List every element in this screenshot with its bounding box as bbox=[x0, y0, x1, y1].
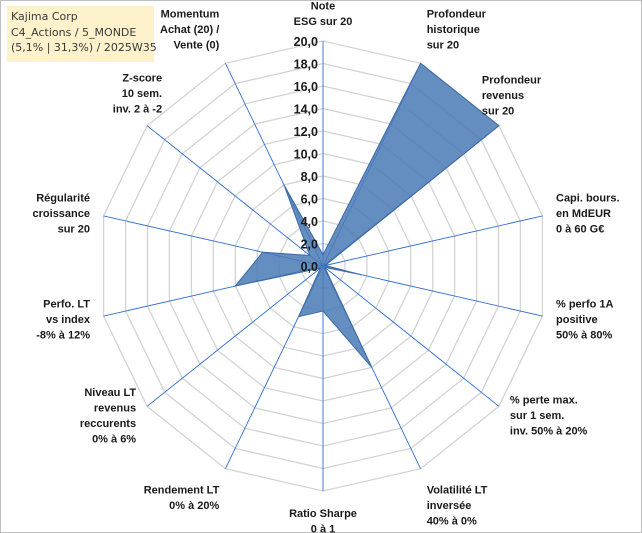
radial-tick-label: 0,0 bbox=[301, 260, 318, 274]
axis-label: Rendement LT 0% à 20% bbox=[144, 484, 220, 512]
axis-label-line: Régularité bbox=[36, 192, 90, 204]
axis-label-line: Perfo. LT bbox=[43, 299, 90, 311]
axis-label-line: Achat (20) / bbox=[160, 24, 219, 36]
axis-label-line: sur 20 bbox=[482, 106, 514, 118]
axis-label-line: 0 à 1 bbox=[311, 524, 335, 533]
axis-label: Régularité croissance sur 20 bbox=[33, 192, 90, 235]
axis-label-line: 50% à 80% bbox=[556, 330, 612, 342]
axis-spoke bbox=[322, 265, 500, 407]
radial-tick-label: 2,0 bbox=[301, 238, 318, 252]
axis-label-line: Capi. bours. bbox=[556, 192, 620, 204]
radial-tick-label: 10,0 bbox=[294, 148, 318, 162]
axis-label-line: sur 20 bbox=[427, 40, 459, 52]
axis-label-line: Vente (0) bbox=[173, 40, 219, 52]
axis-label-line: 0 à 60 G€ bbox=[556, 223, 604, 235]
title-line-2: C4_Actions / 5_MONDE bbox=[11, 25, 137, 39]
axis-label: Profondeur revenus sur 20 bbox=[482, 75, 542, 118]
axis-label-line: % perfo 1A bbox=[556, 299, 614, 311]
axis-label-line: Profondeur bbox=[482, 75, 542, 87]
axis-label-line: -8% à 12% bbox=[36, 330, 90, 342]
axis-label: % perfo 1A positive 50% à 80% bbox=[556, 299, 614, 342]
axis-label-line: inversée bbox=[427, 500, 472, 512]
axis-label-line: Z-score bbox=[122, 73, 162, 85]
axis-label-line: en MdEUR bbox=[556, 208, 611, 220]
axis-label: Z-score 10 sem. inv. 2 à -2 bbox=[113, 73, 162, 116]
axis-label-line: sur 1 sem. bbox=[510, 410, 564, 422]
axis-label-line: 0% à 6% bbox=[92, 433, 136, 445]
axis-label-line: % perte max. bbox=[510, 395, 578, 407]
axis-spoke bbox=[146, 265, 324, 407]
radial-tick-label: 4,0 bbox=[301, 215, 318, 229]
axis-label: Niveau LT revenus reccurents 0% à 6% bbox=[80, 387, 137, 446]
axis-label-line: ESG sur 20 bbox=[294, 16, 353, 28]
axis-label-line: reccurents bbox=[80, 418, 136, 430]
axis-label: Ratio Sharpe 0 à 1 bbox=[289, 508, 357, 533]
axis-label-line: Niveau LT bbox=[84, 387, 136, 399]
axis-label-line: 0% à 20% bbox=[169, 500, 219, 512]
axis-label-line: croissance bbox=[33, 208, 90, 220]
axis-label-line: historique bbox=[427, 24, 480, 36]
axis-label-line: inv. 2 à -2 bbox=[113, 104, 162, 116]
axis-label: Note ESG sur 20 bbox=[294, 1, 353, 29]
axis-label: Volatilité LT inversée 40% à 0% bbox=[427, 484, 488, 527]
axis-label-line: Note bbox=[311, 1, 335, 13]
axis-label: % perte max. sur 1 sem. inv. 50% à 20% bbox=[510, 395, 588, 438]
title-line-3: (5,1% | 31,3%) / 2025W35 bbox=[11, 41, 157, 54]
axis-spoke bbox=[322, 215, 543, 267]
title-box: Kajima Corp C4_Actions / 5_MONDE (5,1% |… bbox=[7, 6, 157, 62]
axis-label-line: sur 20 bbox=[58, 223, 90, 235]
series-area bbox=[234, 62, 500, 368]
radial-tick-label: 6,0 bbox=[301, 193, 318, 207]
radial-tick-label: 14,0 bbox=[294, 103, 318, 117]
title-line-1: Kajima Corp bbox=[11, 10, 78, 23]
axis-label-line: inv. 50% à 20% bbox=[510, 426, 588, 438]
radial-tick-label: 18,0 bbox=[294, 58, 318, 72]
axis-label-line: 10 sem. bbox=[122, 88, 162, 100]
axis-label: Profondeur historique sur 20 bbox=[427, 9, 487, 52]
axis-label-line: Profondeur bbox=[427, 9, 487, 21]
radial-tick-label: 8,0 bbox=[301, 170, 318, 184]
axis-label-line: positive bbox=[556, 314, 598, 326]
radial-tick-label: 16,0 bbox=[294, 80, 318, 94]
axis-label-line: revenus bbox=[482, 90, 524, 102]
axis-label: Capi. bours. en MdEUR 0 à 60 G€ bbox=[556, 192, 620, 235]
axis-label: Perfo. LT vs index -8% à 12% bbox=[36, 299, 91, 342]
radial-tick-label: 12,0 bbox=[294, 125, 318, 139]
radial-tick-label: 20,0 bbox=[294, 35, 318, 49]
axis-label-line: Rendement LT bbox=[144, 484, 220, 496]
axis-spoke bbox=[146, 125, 324, 267]
axis-label-line: 40% à 0% bbox=[427, 515, 477, 527]
axis-label-line: vs index bbox=[46, 314, 91, 326]
axis-label-line: revenus bbox=[94, 402, 136, 414]
axis-label: Momentum Achat (20) / Vente (0) bbox=[160, 9, 220, 52]
axis-label-line: Ratio Sharpe bbox=[289, 508, 357, 520]
axis-label-line: Volatilité LT bbox=[427, 484, 488, 496]
axis-label-line: Momentum bbox=[161, 9, 220, 21]
